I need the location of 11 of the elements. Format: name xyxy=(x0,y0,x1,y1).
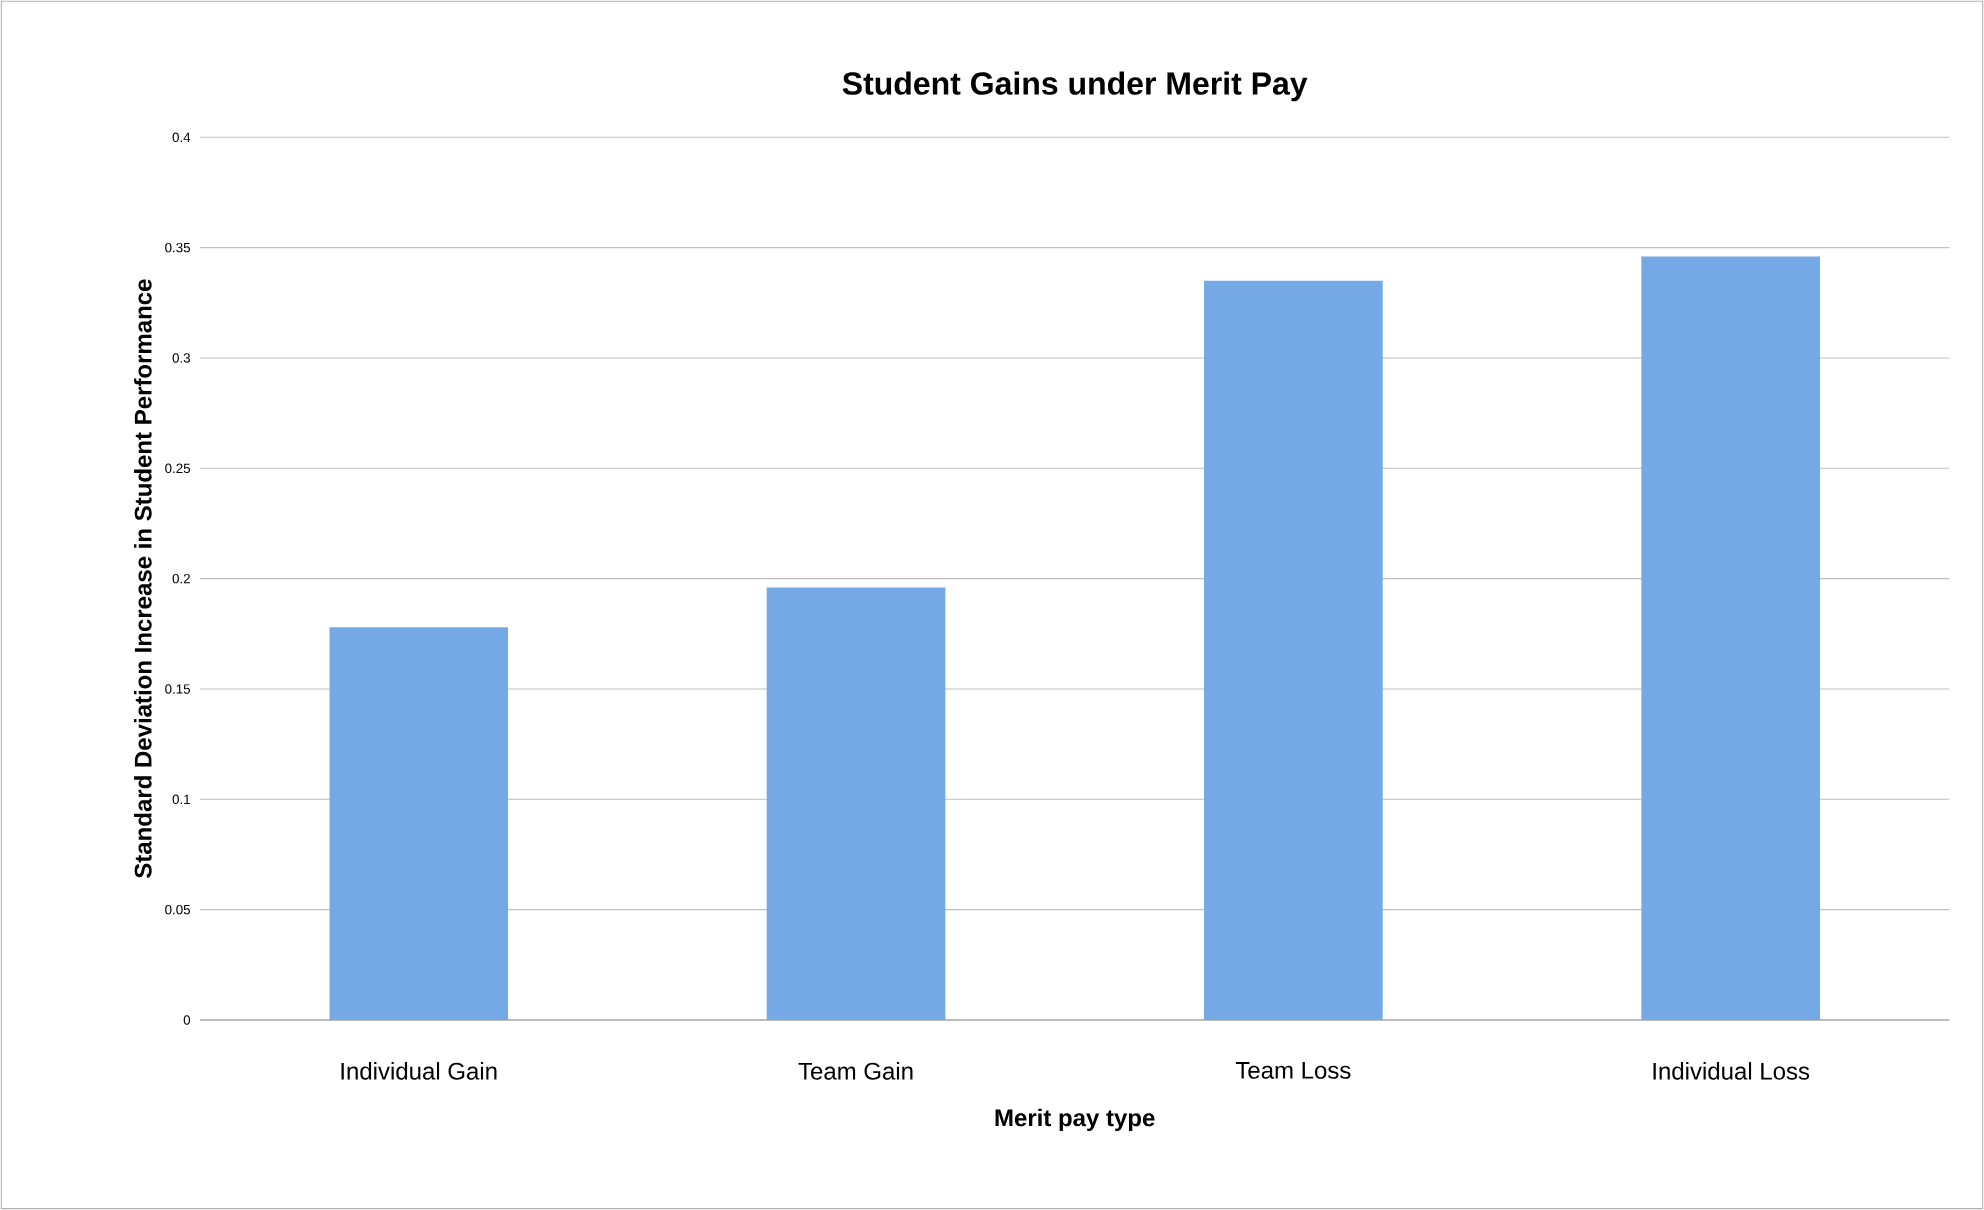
x-tick-label: Individual Gain xyxy=(341,1062,497,1080)
chart-title: Student Gains under Merit Pay xyxy=(842,71,1308,102)
bar xyxy=(1204,280,1383,1020)
x-axis-title: Merit pay type xyxy=(995,1108,1155,1132)
x-tick-label: Team Gain xyxy=(798,1062,913,1080)
bar xyxy=(1641,256,1821,1020)
y-axis-title: Standard Deviation Increase in Student Performance xyxy=(134,279,152,879)
bar xyxy=(766,587,946,1020)
x-tick-label: Team Loss xyxy=(1235,1062,1351,1079)
bar xyxy=(329,627,509,1020)
x-tick-label: Individual Loss xyxy=(1653,1062,1810,1080)
